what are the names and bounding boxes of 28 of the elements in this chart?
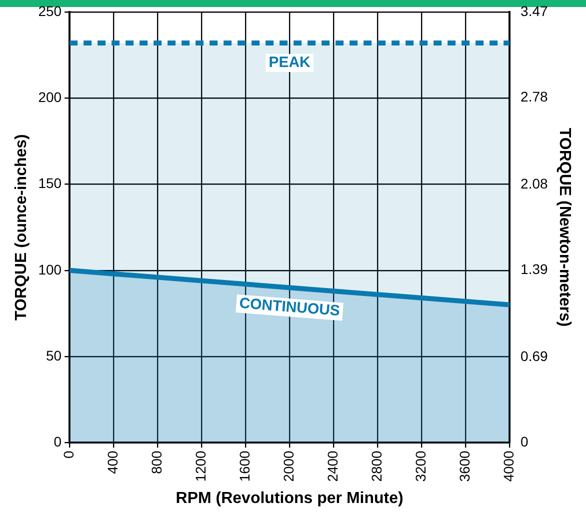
series-label: CONTINUOUS <box>238 294 341 320</box>
x-tick-label: 2800 <box>368 450 384 482</box>
y-tick-label: 200 <box>38 88 62 105</box>
x-tick-label: 2400 <box>324 450 340 482</box>
y-tick-label: 100 <box>38 261 62 278</box>
y-tick-label: 150 <box>38 175 62 192</box>
x-tick-label: 400 <box>104 450 120 474</box>
y2-axis-title: TORQUE (Newton-meters) <box>556 128 573 327</box>
y2-tick-label: 1.39 <box>520 261 548 278</box>
x-tick-label: 4000 <box>500 450 516 482</box>
x-tick-label: 2000 <box>280 450 296 482</box>
y-axis-title: TORQUE (ounce-inches) <box>13 134 30 321</box>
y-tick-label: 50 <box>46 347 62 364</box>
y-tick-label: 0 <box>54 434 62 450</box>
x-tick-label: 1600 <box>236 450 252 482</box>
y2-tick-label: 0.69 <box>520 348 548 364</box>
y2-tick-label: 3.47 <box>520 2 548 19</box>
y2-tick-label: 2.78 <box>520 88 548 104</box>
y2-tick-label: 2.08 <box>520 175 548 192</box>
x-tick-label: 800 <box>148 450 164 474</box>
y2-tick-label: 0 <box>520 434 529 450</box>
x-tick-label: 3200 <box>412 450 428 482</box>
x-axis-title: RPM (Revolutions per Minute) <box>176 490 404 507</box>
y-tick-label: 250 <box>38 2 62 19</box>
x-tick-label: 0 <box>60 450 76 458</box>
x-tick-label: 1200 <box>192 450 208 482</box>
series-label: PEAK <box>268 54 311 72</box>
x-tick-label: 3600 <box>456 450 472 482</box>
